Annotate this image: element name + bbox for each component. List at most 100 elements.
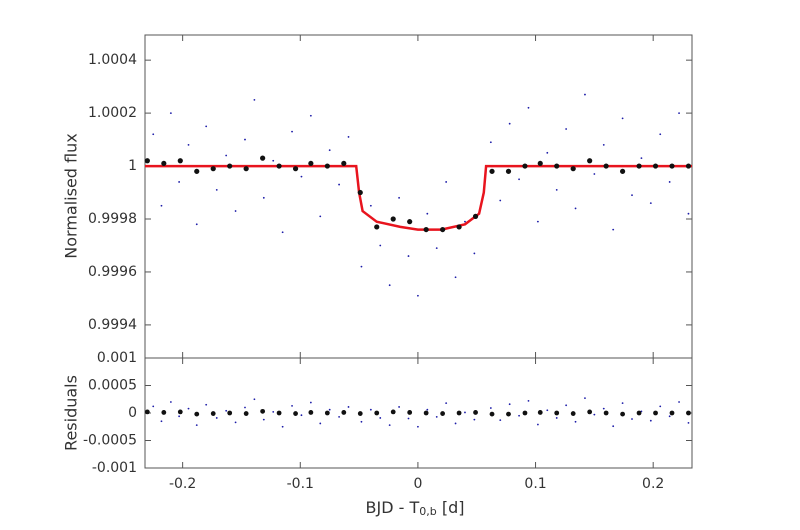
data-point bbox=[161, 410, 167, 415]
data-point bbox=[505, 168, 512, 174]
data-point bbox=[554, 163, 560, 169]
data-point bbox=[546, 409, 549, 412]
data-point bbox=[636, 163, 642, 169]
data-point bbox=[659, 133, 662, 136]
data-point bbox=[324, 410, 330, 416]
data-point bbox=[631, 194, 633, 197]
y-axis-label: Residuals bbox=[62, 375, 81, 451]
data-point bbox=[169, 401, 172, 403]
data-point bbox=[341, 160, 347, 167]
data-point bbox=[398, 196, 400, 199]
data-point bbox=[187, 143, 190, 146]
data-point bbox=[587, 409, 593, 415]
data-point bbox=[522, 410, 528, 416]
data-point bbox=[225, 154, 228, 157]
data-point bbox=[603, 163, 609, 169]
data-point bbox=[360, 420, 363, 423]
data-point bbox=[144, 409, 150, 415]
x-tick-label: 0.2 bbox=[642, 476, 664, 492]
data-point bbox=[435, 247, 438, 250]
data-point bbox=[300, 414, 303, 417]
data-point bbox=[369, 204, 372, 207]
data-point bbox=[369, 408, 372, 411]
data-point bbox=[612, 228, 615, 231]
y-tick-label: 0 bbox=[128, 405, 137, 421]
x-tick-label: 0 bbox=[413, 476, 422, 492]
data-point bbox=[536, 423, 539, 426]
data-point bbox=[602, 407, 605, 410]
data-point bbox=[565, 404, 568, 407]
data-point bbox=[678, 112, 680, 115]
data-point bbox=[454, 276, 457, 279]
data-point bbox=[319, 422, 322, 425]
data-point bbox=[308, 160, 314, 167]
data-point bbox=[291, 404, 293, 407]
data-point bbox=[234, 210, 237, 212]
data-point bbox=[636, 410, 642, 416]
data-point bbox=[593, 413, 596, 416]
data-point bbox=[328, 408, 331, 411]
data-point bbox=[357, 189, 363, 196]
model-line bbox=[145, 164, 692, 231]
data-point bbox=[276, 163, 282, 169]
data-point bbox=[668, 181, 671, 183]
data-point bbox=[205, 403, 208, 406]
data-point bbox=[473, 252, 476, 255]
data-point bbox=[388, 284, 391, 287]
data-point bbox=[293, 411, 298, 416]
data-point bbox=[272, 411, 275, 413]
data-point bbox=[423, 410, 429, 416]
data-point bbox=[341, 410, 347, 415]
data-point bbox=[210, 411, 216, 416]
data-point bbox=[565, 128, 568, 130]
data-point bbox=[426, 212, 429, 215]
data-point bbox=[555, 417, 558, 419]
data-point bbox=[407, 255, 410, 257]
data-point bbox=[390, 409, 396, 415]
data-point bbox=[360, 265, 363, 268]
data-point bbox=[262, 418, 265, 421]
y-tick-label: -0.0005 bbox=[83, 433, 137, 449]
data-point bbox=[574, 420, 577, 423]
y-tick-label: -0.001 bbox=[92, 460, 137, 476]
data-point bbox=[678, 401, 680, 403]
data-point bbox=[570, 166, 576, 172]
data-point bbox=[621, 117, 624, 120]
data-point bbox=[620, 411, 625, 417]
data-point bbox=[398, 406, 400, 408]
data-point bbox=[473, 418, 476, 421]
data-point bbox=[440, 411, 446, 416]
y-tick-label: 1.0004 bbox=[88, 52, 137, 68]
data-point bbox=[687, 422, 690, 424]
data-point bbox=[243, 411, 249, 416]
y-tick-label: 0.9996 bbox=[88, 264, 137, 280]
data-point bbox=[338, 415, 340, 418]
x-tick-label: -0.1 bbox=[287, 476, 314, 492]
data-point bbox=[205, 125, 208, 128]
data-point bbox=[570, 411, 576, 416]
data-point bbox=[177, 409, 183, 415]
data-point bbox=[669, 410, 675, 416]
data-point bbox=[292, 166, 299, 172]
data-point bbox=[338, 183, 340, 186]
data-point bbox=[227, 163, 233, 169]
data-point bbox=[194, 168, 200, 174]
data-point bbox=[456, 410, 462, 416]
data-point bbox=[291, 130, 293, 133]
data-point bbox=[262, 196, 265, 199]
y-tick-label: 0.0005 bbox=[88, 378, 137, 394]
data-point bbox=[160, 420, 163, 423]
x-axis-label-main: BJD - T bbox=[366, 498, 420, 517]
data-point bbox=[379, 244, 382, 247]
bottom-frame bbox=[144, 357, 693, 469]
data-point bbox=[260, 155, 266, 161]
y-tick-label: 0.001 bbox=[97, 350, 137, 366]
data-point bbox=[417, 294, 419, 297]
data-point bbox=[659, 405, 662, 408]
data-point bbox=[584, 93, 586, 96]
data-point bbox=[309, 114, 312, 117]
data-point bbox=[324, 163, 330, 169]
data-point bbox=[464, 220, 466, 223]
data-point bbox=[612, 425, 615, 428]
data-point bbox=[685, 163, 692, 169]
